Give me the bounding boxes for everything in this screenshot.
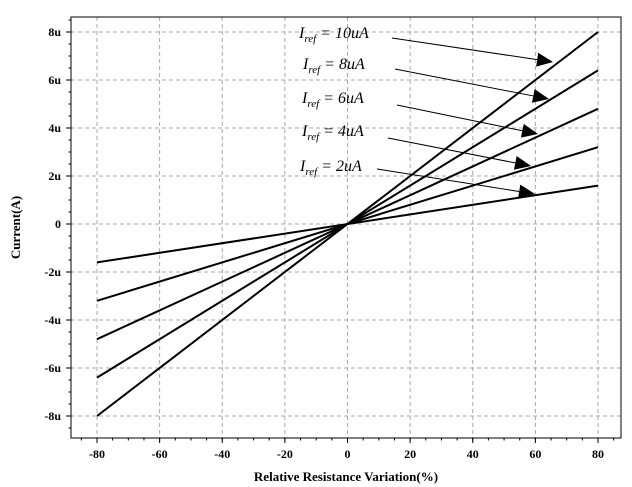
annotation-label: Iref = 8uA — [302, 56, 365, 76]
series-lines — [96, 31, 599, 417]
annotation-5: Iref = 2uA — [299, 158, 535, 199]
annotation-arrow-head — [513, 156, 531, 170]
annotation-label: Iref = 4uA — [301, 123, 364, 143]
axis-ticks: -80 -60 -40 -20 0 20 40 60 80 8u 6u 4u 2u 0 -2u -4u -6u -… — [44, 19, 615, 461]
grid — [71, 17, 621, 438]
annotation-4: Iref = 4uA — [301, 123, 531, 170]
x-axis-title: Relative Resistance Variation(%) — [254, 469, 438, 484]
y-axis-title: Current(A) — [8, 196, 23, 259]
annotation-arrow-line — [387, 137, 516, 164]
y-tick-label: 0 — [55, 217, 61, 231]
x-tick-label: 80 — [592, 447, 604, 461]
annotation-1: Iref = 10uA — [298, 25, 553, 67]
annotation-arrow-line — [396, 104, 523, 132]
annotation-arrow-head — [531, 89, 549, 103]
annotations: Iref = 10uA Iref = 8uA Iref = 6uA Iref = 4u… — [298, 25, 553, 199]
annotation-arrow-line — [376, 168, 520, 192]
x-tick-label: 60 — [529, 447, 541, 461]
y-tick-label: -6u — [44, 361, 61, 375]
x-tick-label: -60 — [152, 447, 168, 461]
annotation-2: Iref = 8uA — [302, 56, 549, 103]
x-tick-label: -40 — [214, 447, 230, 461]
x-tick-label: 20 — [404, 447, 416, 461]
annotation-label: Iref = 2uA — [299, 158, 362, 178]
annotation-arrow-head — [536, 52, 553, 67]
series-line-5 — [96, 184, 599, 264]
annotation-arrow-line — [394, 68, 534, 97]
annotation-label: Iref = 10uA — [298, 25, 369, 45]
y-tick-label: -4u — [44, 313, 61, 327]
annotation-arrow-head — [518, 184, 535, 199]
y-tick-label: 8u — [48, 25, 61, 39]
y-tick-label: 4u — [48, 121, 61, 135]
x-tick-label: -20 — [277, 447, 293, 461]
annotation-arrow-line — [391, 37, 538, 61]
annotation-3: Iref = 6uA — [301, 90, 538, 138]
plot-frame — [70, 16, 622, 439]
x-tick-label: 40 — [467, 447, 479, 461]
annotation-arrow-head — [520, 123, 538, 138]
annotation-label: Iref = 6uA — [301, 90, 364, 110]
y-tick-label: -8u — [44, 409, 61, 423]
x-tick-label: -80 — [89, 447, 105, 461]
x-tick-label: 0 — [345, 447, 351, 461]
y-tick-label: 2u — [48, 169, 61, 183]
y-tick-label: 6u — [48, 73, 61, 87]
y-tick-label: -2u — [44, 265, 61, 279]
